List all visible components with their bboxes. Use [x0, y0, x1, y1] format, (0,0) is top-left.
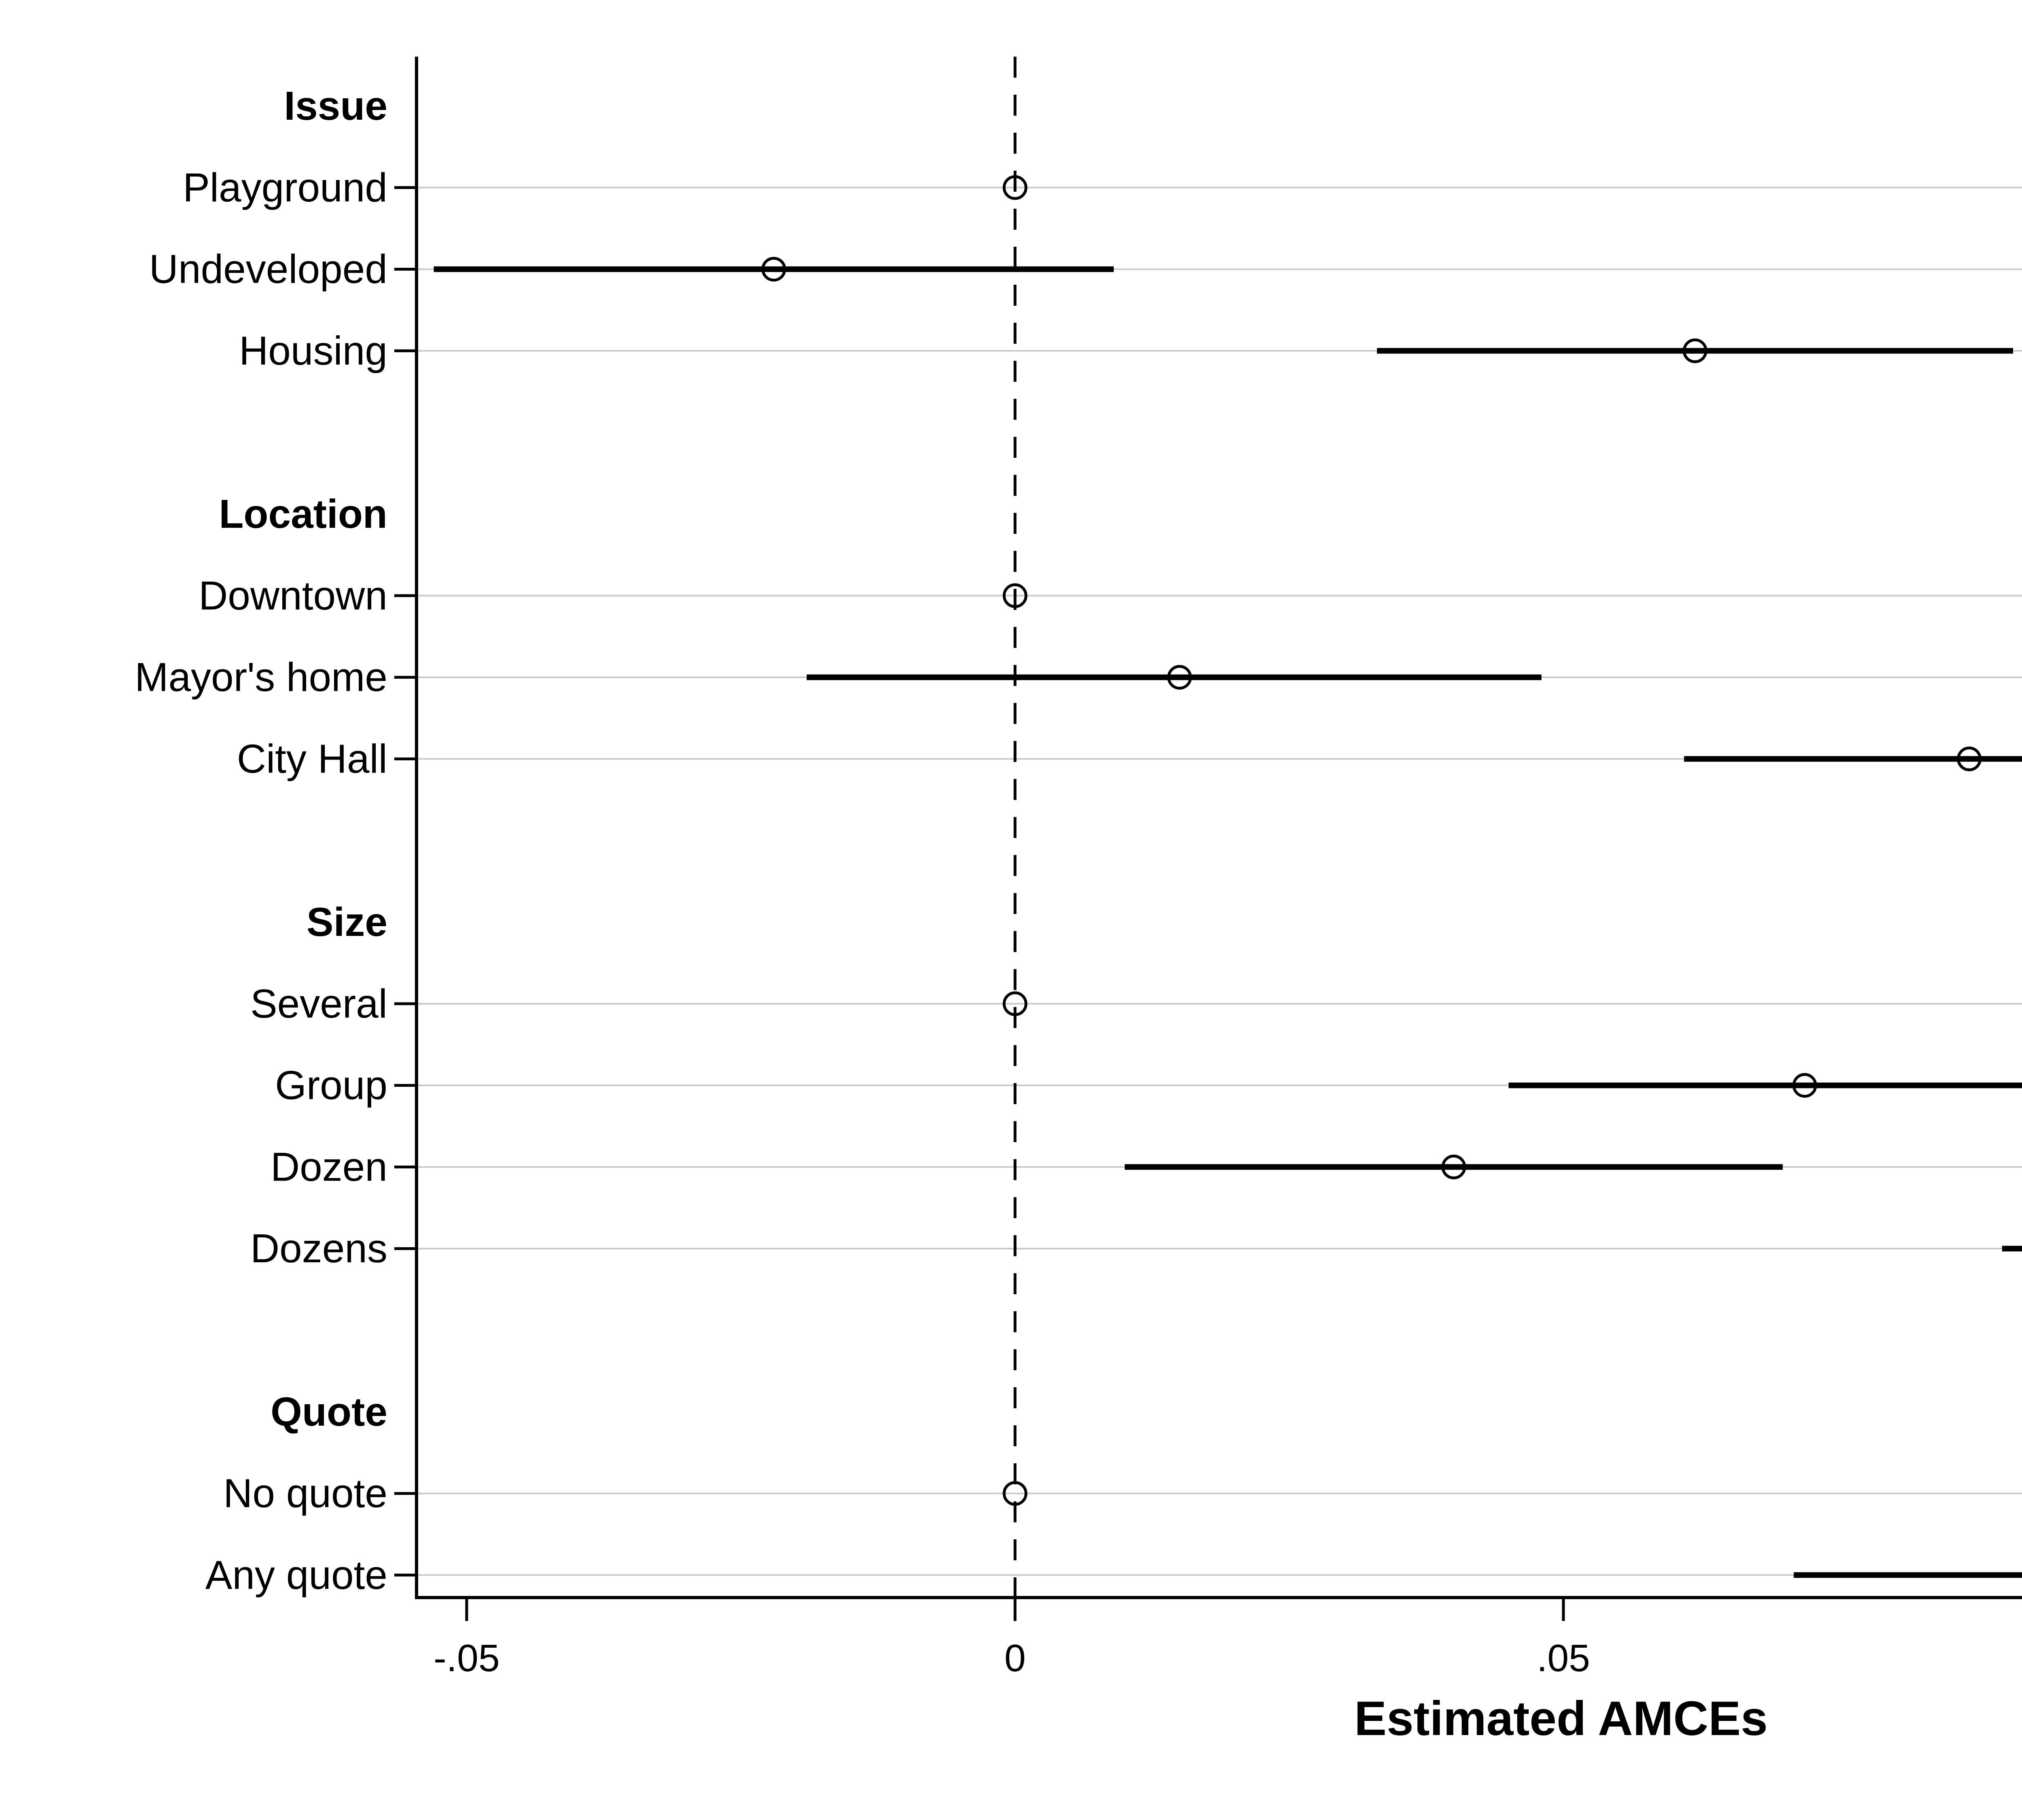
group-header: Location: [219, 491, 387, 537]
point-estimate-marker: [1003, 175, 1028, 200]
category-label: Playground: [183, 165, 387, 210]
category-label: Dozens: [250, 1226, 387, 1271]
category-label: Several: [250, 981, 387, 1026]
x-axis-title: Estimated AMCEs: [1354, 1691, 1768, 1746]
category-label: Downtown: [199, 573, 387, 618]
point-estimate-marker: [1167, 665, 1192, 690]
category-label: Any quote: [205, 1552, 387, 1598]
point-estimate-marker: [1003, 991, 1028, 1016]
point-estimate-marker: [1003, 1481, 1028, 1506]
point-estimate-marker: [1792, 1073, 1817, 1098]
category-label: Housing: [239, 328, 387, 373]
category-label: City Hall: [237, 736, 387, 781]
group-header: Issue: [284, 83, 387, 129]
x-axis-ticks-and-labels: -.050.05.1.15: [434, 1598, 1590, 1680]
axes: [394, 57, 2022, 1599]
category-label: Undeveloped: [149, 247, 387, 292]
point-estimate-marker: [1441, 1154, 1466, 1179]
category-label: No quote: [223, 1471, 387, 1516]
point-estimate-marker: [1003, 583, 1028, 608]
x-tick-label: -.05: [434, 1637, 500, 1680]
category-label: Mayor's home: [135, 655, 387, 700]
category-label: Group: [275, 1063, 387, 1108]
group-header: Quote: [271, 1389, 387, 1435]
point-estimate-marker: [1682, 338, 1707, 363]
category-label: Dozen: [271, 1144, 387, 1189]
estimates-layer: [434, 175, 2022, 1578]
point-estimate-marker: [761, 257, 786, 282]
gridlines: [417, 186, 2022, 1576]
group-header: Size: [307, 899, 387, 945]
category-labels: Issue Playground Undeveloped Housing Locatio…: [135, 83, 387, 1598]
x-tick-label: .05: [1537, 1637, 1590, 1680]
point-estimate-marker: [1956, 746, 1982, 771]
x-tick-label: 0: [1005, 1637, 1026, 1680]
